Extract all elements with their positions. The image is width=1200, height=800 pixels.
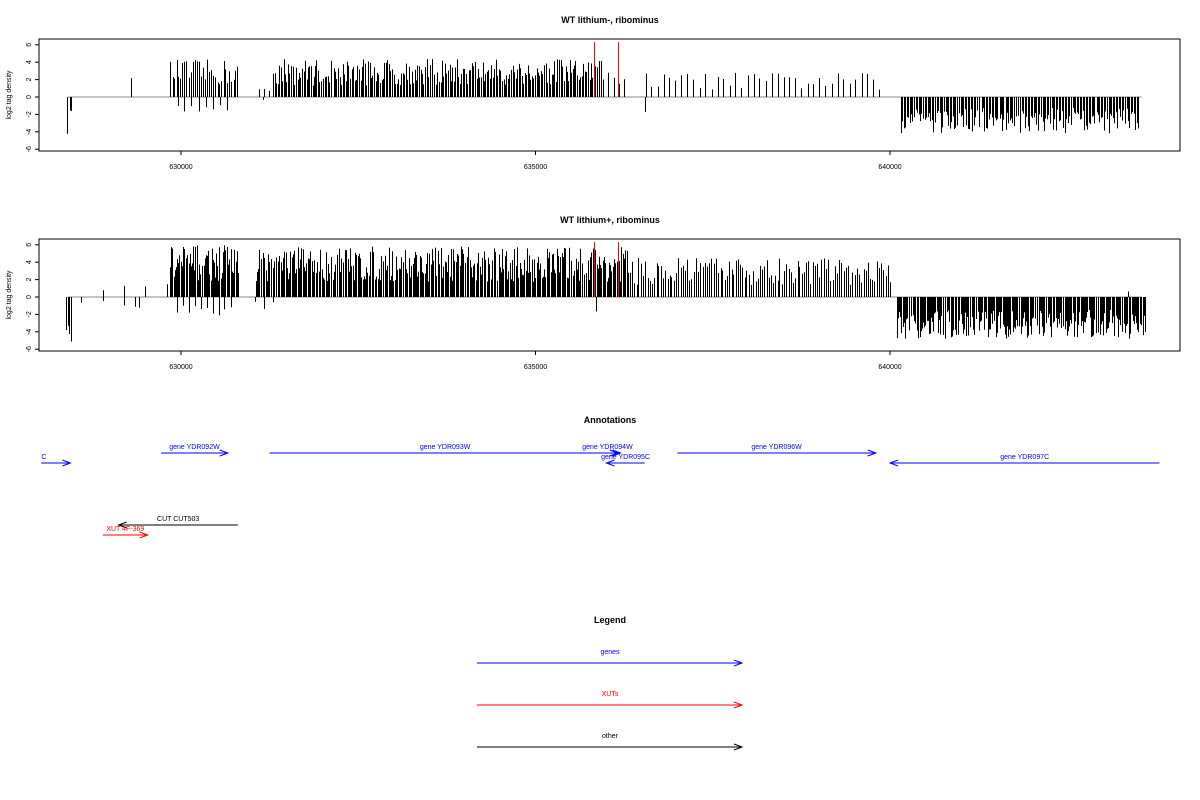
strand-arrow [612, 449, 623, 457]
y-tick-label: -2 [26, 111, 33, 117]
y-tick-label: -4 [26, 129, 33, 135]
strand-arrow [604, 459, 615, 467]
y-tick-label: 4 [26, 60, 33, 64]
feature-label: gene YDR092W [169, 444, 220, 451]
y-tick-label: 2 [26, 78, 33, 82]
annotation-feature: C [41, 454, 72, 467]
legend-panel: Legend genes XUTs other [477, 615, 744, 751]
annotation-feature: gene YDR097C [888, 454, 1160, 467]
feature-label: gene YDR095C [601, 454, 650, 461]
x-tick-label: 640000 [878, 364, 901, 371]
feature-label: XUT 4F-369 [106, 526, 144, 533]
y-axis-label: log2 tag density [6, 270, 13, 320]
annotations-title: Annotations [584, 415, 637, 425]
legend-label: other [602, 733, 619, 740]
track-panel-lithium-plus: WT lithium+, ribominus log2 tag density … [6, 215, 1181, 371]
annotation-feature: XUT 4F-369 [103, 526, 150, 539]
legend-item: XUTs [477, 691, 744, 709]
legend-label: genes [600, 649, 620, 656]
legend-title: Legend [594, 615, 626, 625]
y-tick-label: 6 [26, 43, 33, 47]
y-tick-label: 4 [26, 260, 33, 264]
feature-label: gene YDR094W [582, 444, 633, 451]
annotation-feature: gene YDR095C [601, 454, 650, 467]
signal-bars [67, 58, 1142, 134]
strand-arrow [609, 449, 620, 457]
strand-arrow [139, 531, 150, 539]
y-axis: 6 4 2 0 -2 -4 -6 [26, 243, 40, 352]
annotation-feature: gene YDR094W [582, 444, 633, 457]
legend-arrow [733, 743, 744, 751]
strand-arrow [62, 459, 72, 467]
y-axis-label: log2 tag density [6, 70, 13, 120]
legend-item: other [477, 733, 744, 751]
annotation-feature: gene YDR096W [677, 444, 878, 457]
position-markers [594, 42, 619, 97]
feature-label: CUT CUT503 [157, 516, 199, 523]
legend-item: genes [477, 649, 744, 667]
legend-items: genes XUTs other [477, 649, 744, 751]
strand-arrow [867, 449, 878, 457]
y-tick-label: -4 [26, 329, 33, 335]
legend-arrow [733, 701, 744, 709]
feature-label: gene YDR096W [751, 444, 802, 451]
legend-arrow [733, 659, 744, 667]
y-tick-label: -6 [26, 346, 33, 352]
y-tick-label: -6 [26, 146, 33, 152]
y-tick-label: 0 [26, 295, 33, 299]
feature-label: gene YDR097C [1000, 454, 1049, 461]
strand-arrow [219, 449, 230, 457]
plot-frame [38, 38, 1181, 152]
x-tick-label: 635000 [524, 164, 547, 171]
y-axis: 6 4 2 0 -2 -4 -6 [26, 43, 40, 152]
x-tick-label: 630000 [169, 164, 192, 171]
strand-arrow [117, 521, 127, 529]
x-axis: 630000 635000 640000 [169, 151, 902, 171]
feature-label: gene YDR093W [420, 444, 471, 451]
y-tick-label: 0 [26, 95, 33, 99]
annotation-feature: gene YDR093W [269, 444, 623, 457]
x-axis: 630000 635000 640000 [169, 351, 902, 371]
annotation-feature: CUT CUT503 [117, 516, 238, 529]
track-panel-lithium-minus: WT lithium-, ribominus log2 tag density … [6, 15, 1181, 171]
legend-label: XUTs [602, 691, 619, 698]
y-tick-label: -2 [26, 311, 33, 317]
strand-arrow [888, 459, 899, 467]
position-markers [594, 242, 619, 297]
annotation-feature: gene YDR092W [161, 444, 230, 457]
y-tick-label: 2 [26, 278, 33, 282]
x-tick-label: 635000 [524, 364, 547, 371]
signal-bars [66, 245, 1146, 342]
track-title: WT lithium-, ribominus [561, 15, 659, 25]
feature-label: C [41, 454, 46, 461]
x-tick-label: 630000 [169, 364, 192, 371]
x-tick-label: 640000 [878, 164, 901, 171]
track-title: WT lithium+, ribominus [560, 215, 660, 225]
y-tick-label: 6 [26, 243, 33, 247]
